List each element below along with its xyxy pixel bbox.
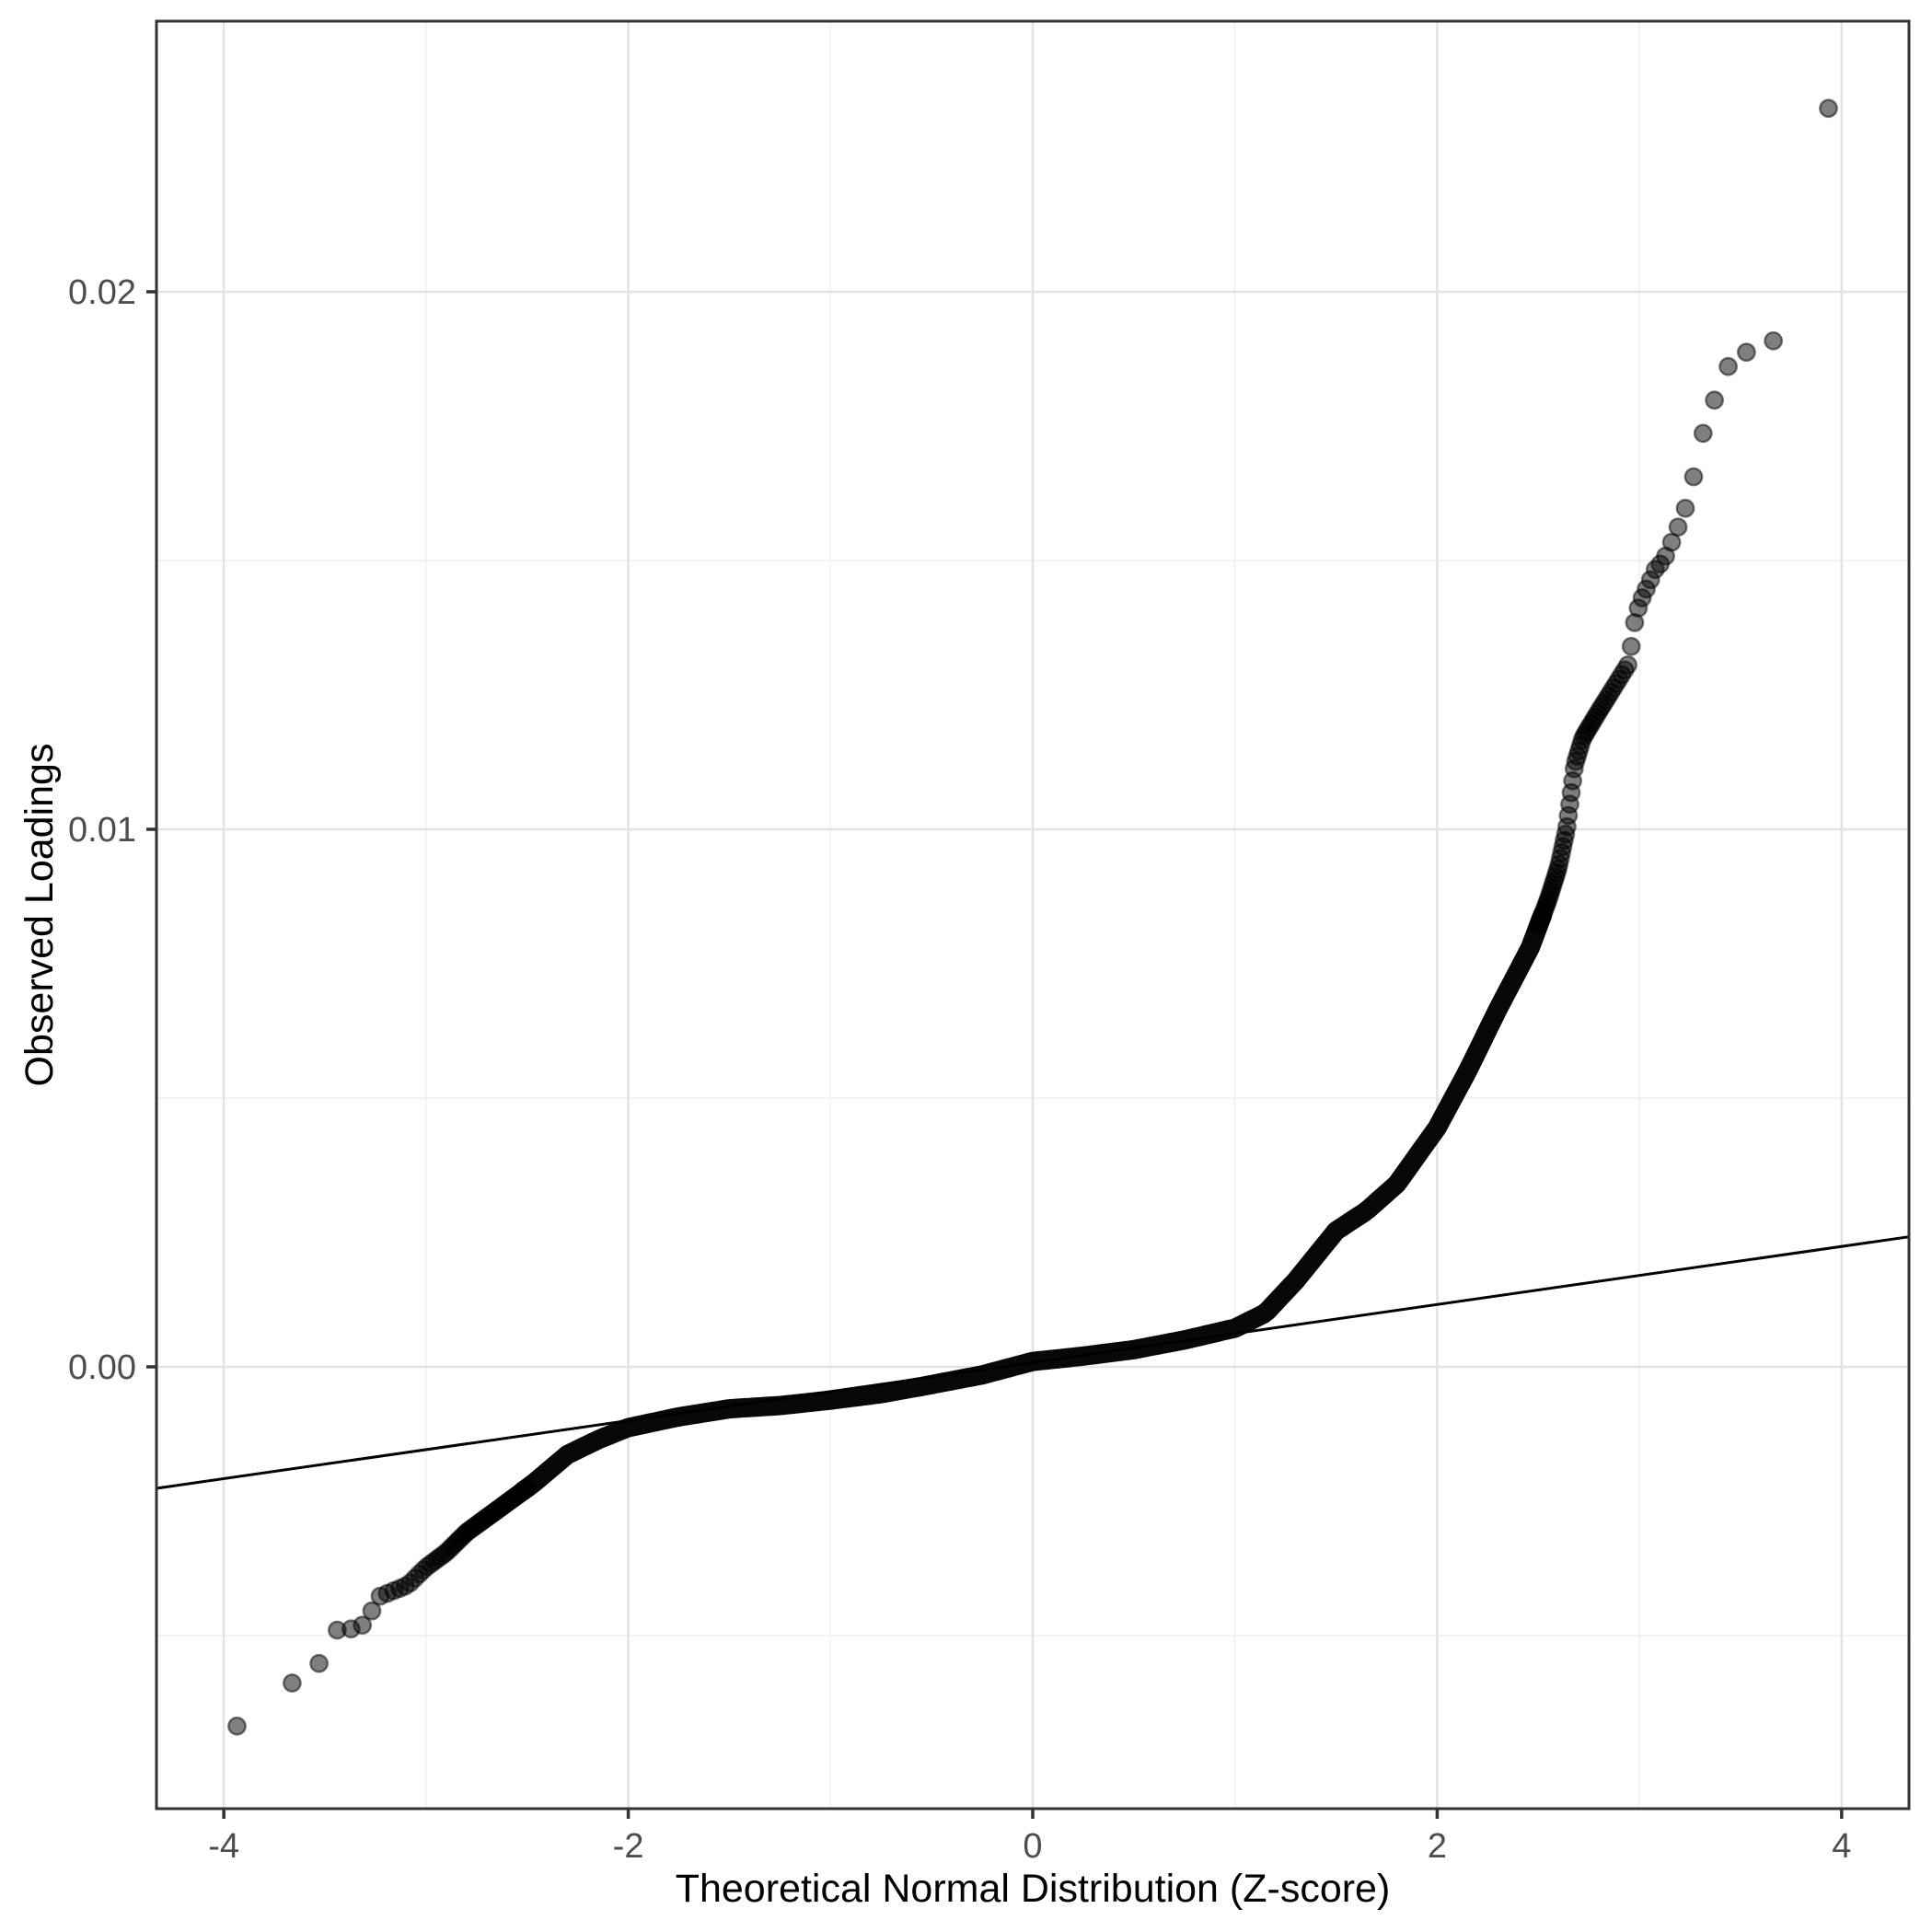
data-point <box>1705 390 1725 411</box>
x-tick-label: 0 <box>1023 1827 1042 1866</box>
data-point <box>1621 636 1641 656</box>
data-point <box>282 1673 302 1693</box>
x-tick-label: -2 <box>613 1827 644 1866</box>
data-point <box>309 1653 329 1673</box>
data-points-layer <box>227 98 1838 1736</box>
x-tick-label: -4 <box>208 1827 239 1866</box>
y-tick-label: 0.02 <box>68 273 136 312</box>
data-point <box>1683 467 1704 487</box>
y-tick-label: 0.00 <box>68 1348 136 1387</box>
gridlines <box>156 21 1909 1809</box>
axis-ticks-and-labels: -4 -2 0 2 4 0.00 0.01 0.02 <box>68 273 1851 1866</box>
data-point <box>1675 498 1695 518</box>
data-point <box>353 1615 373 1636</box>
data-point <box>1737 342 1756 362</box>
data-point <box>1618 655 1638 675</box>
data-point <box>1718 356 1739 376</box>
y-axis-title: Observed Loadings <box>17 744 62 1087</box>
data-point <box>362 1601 382 1621</box>
y-tick-label: 0.01 <box>68 811 136 850</box>
data-point <box>1693 423 1713 444</box>
data-point <box>1764 330 1784 351</box>
x-tick-label: 2 <box>1428 1827 1447 1866</box>
data-point <box>227 1716 247 1736</box>
dense-point-band <box>513 905 1553 1501</box>
x-tick-label: 4 <box>1832 1827 1851 1866</box>
data-point <box>517 1478 538 1498</box>
x-axis-title: Theoretical Normal Distribution (Z-score… <box>676 1867 1391 1911</box>
data-point <box>1819 98 1838 119</box>
data-point <box>1668 517 1688 537</box>
